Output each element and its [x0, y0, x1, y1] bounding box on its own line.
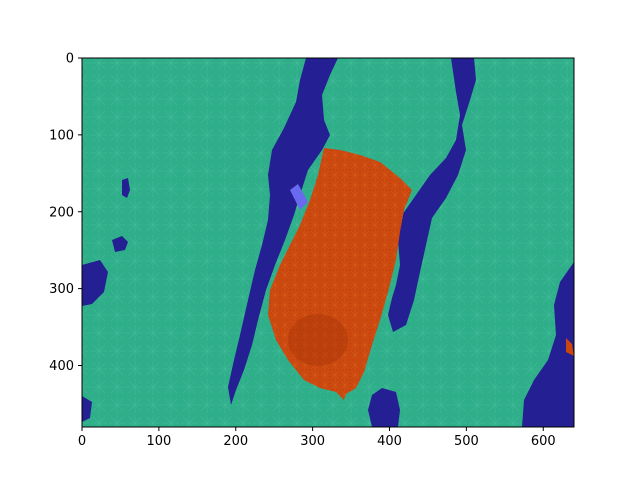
- x-tick-label: 100: [146, 434, 171, 449]
- light-patch: [290, 184, 308, 210]
- y-tick-label: 400: [49, 359, 74, 374]
- y-tick-label: 300: [49, 282, 74, 297]
- path-region-left-bottom: [82, 396, 92, 422]
- path-region-bottom-center: [368, 388, 400, 427]
- x-axis: 0 100 200 300 400 500 600: [78, 427, 556, 449]
- path-region-main: [228, 58, 338, 405]
- axes-frame: [81, 57, 575, 428]
- y-tick-label: 100: [49, 128, 74, 143]
- y-tick-label: 200: [49, 205, 74, 220]
- path-region-right: [388, 58, 476, 332]
- object-fragment-right: [566, 338, 574, 356]
- x-tick-label: 0: [78, 434, 86, 449]
- y-axis: 0 100 200 300 400: [49, 52, 82, 374]
- x-tick-label: 400: [377, 434, 402, 449]
- path-region-left-edge: [82, 260, 108, 306]
- x-tick-label: 600: [531, 434, 556, 449]
- object-shadow: [288, 314, 348, 366]
- x-tick-label: 200: [223, 434, 248, 449]
- y-tick-label: 0: [66, 52, 74, 67]
- path-blob-small-2: [112, 236, 128, 252]
- path-region-bottom-right: [522, 262, 574, 427]
- x-tick-label: 500: [454, 434, 479, 449]
- x-tick-label: 300: [300, 434, 325, 449]
- path-blob-small-1: [122, 178, 130, 198]
- image-area: [82, 58, 574, 427]
- object-texture: [268, 148, 412, 400]
